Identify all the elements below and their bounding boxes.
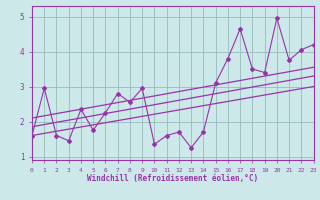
X-axis label: Windchill (Refroidissement éolien,°C): Windchill (Refroidissement éolien,°C) <box>87 174 258 183</box>
